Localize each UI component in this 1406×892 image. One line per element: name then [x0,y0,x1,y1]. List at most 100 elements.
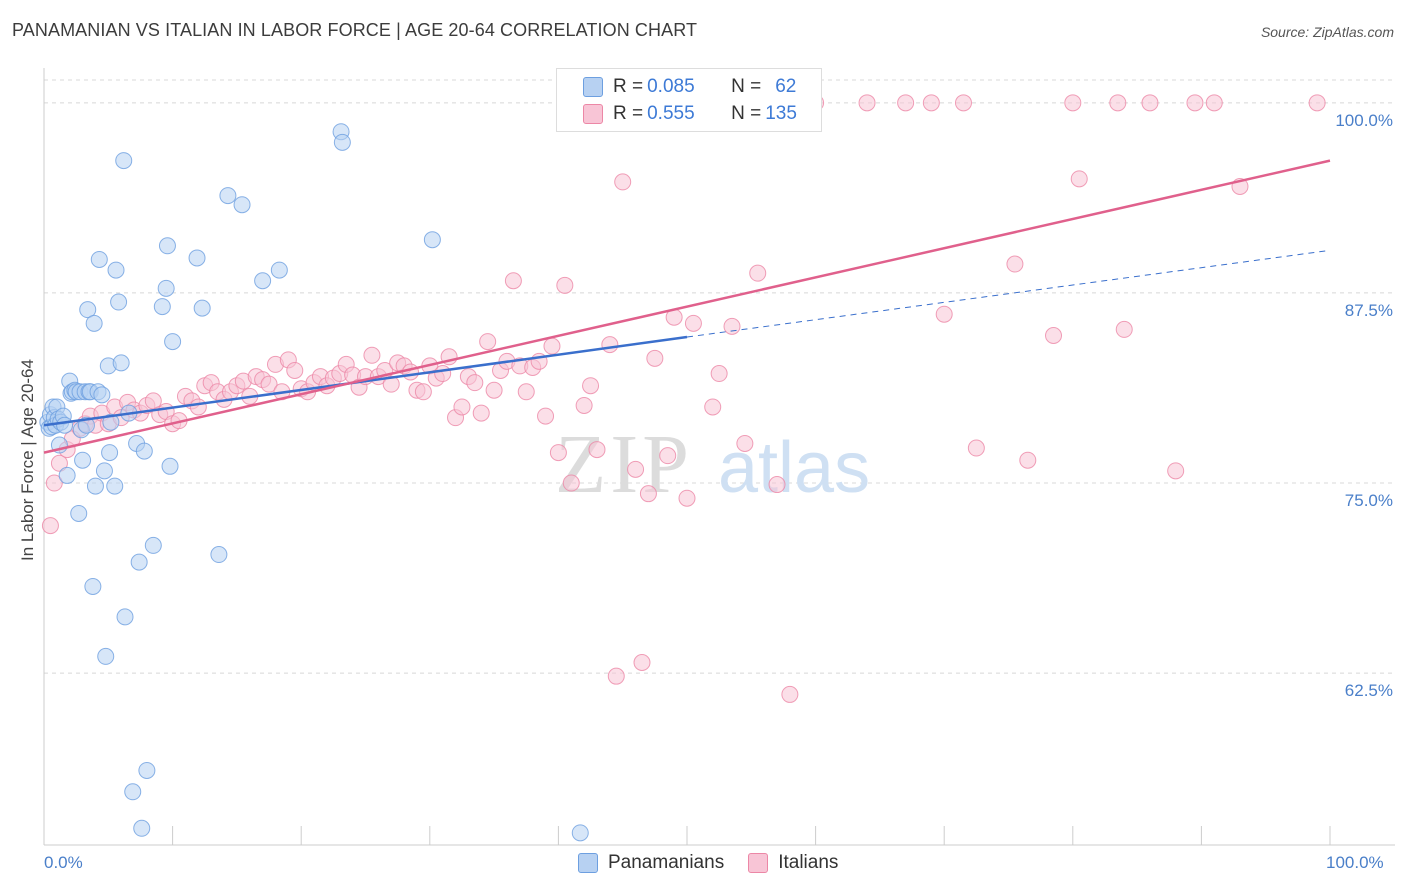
panamanian-point [101,444,119,462]
italian-point [50,454,68,472]
n-value: 135 [765,103,797,124]
panamanian-point [107,261,125,279]
italian-point [472,404,490,422]
italian-point [1006,255,1024,273]
panamanians-swatch [583,77,603,97]
panamanian-point [571,824,589,842]
italian-point [588,441,606,459]
panamanian-point [106,477,124,495]
panamanian-point [153,298,171,316]
italian-point [414,383,432,401]
panamanian-point [133,819,151,837]
panamanian-point [270,261,288,279]
italian-point [1064,94,1082,112]
panamanian-point [86,477,104,495]
italian-point [967,439,985,457]
panamanian-point [112,354,130,372]
legend-label-italians: Italians [778,852,839,873]
panamanian-point [135,442,153,460]
panamanian-point [130,553,148,571]
italian-point [954,94,972,112]
panamanian-point [70,504,88,522]
italian-point [1167,462,1185,480]
italian-point [1186,94,1204,112]
italians-swatch [583,104,603,124]
italian-point [627,460,645,478]
italian-point [286,361,304,379]
panamanian-point [161,457,179,475]
axes [43,68,1395,846]
italian-point [260,375,278,393]
italian-point [549,444,567,462]
italian-point [582,377,600,395]
italian-point [504,272,522,290]
italian-point [144,392,162,410]
legend-item-italians[interactable]: Italians [748,852,838,874]
italian-point [639,485,657,503]
italian-point [935,305,953,323]
italian-point [607,667,625,685]
r-value: 0.555 [647,103,695,124]
y-tick-label: 87.5% [1345,301,1393,320]
italians-trend-line [43,159,1331,454]
panamanian-point [58,466,76,484]
italian-point [659,447,677,465]
stats-box: R = 0.085 N = 62 R = 0.555 N = 135 [556,68,822,132]
panamanian-point [193,299,211,317]
x-tick-label-min: 0.0% [44,853,83,872]
panamanians-legend-swatch [578,853,598,873]
italian-point [633,653,651,671]
italian-point [556,276,574,294]
italians-legend-swatch [748,853,769,873]
watermark: ZIP atlas [555,418,870,511]
italian-point [858,94,876,112]
italian-point [479,333,497,351]
italian-point [614,173,632,191]
panamanians-trend-extension [686,249,1331,338]
panamanian-point [138,761,156,779]
stats-row-italians: R = 0.555 N = 135 [557,102,797,126]
n-label: N = [731,103,762,124]
source-credit: Source: ZipAtlas.com [1260,24,1394,40]
y-tick-labels: 62.5% 75.0% 87.5% 100.0% [1335,111,1393,700]
italian-point [434,365,452,383]
italian-point [710,365,728,383]
italian-point [382,375,400,393]
panamanian-point [124,783,142,801]
italian-point [517,383,535,401]
italian-point [1205,94,1223,112]
panamanians-series [39,123,589,842]
italian-point [749,264,767,282]
panamanian-point [115,152,133,170]
n-value: 62 [775,76,797,97]
italian-point [485,381,503,399]
panamanian-point [423,231,441,249]
legend: Panamanians Italians [578,852,862,874]
panamanian-point [219,187,237,205]
panamanian-point [116,608,134,626]
legend-item-panamanians[interactable]: Panamanians [578,852,724,874]
panamanian-point [85,314,103,332]
chart-title: PANAMANIAN VS ITALIAN IN LABOR FORCE | A… [12,20,698,40]
italian-point [684,314,702,332]
y-tick-label: 100.0% [1335,111,1393,130]
panamanian-point [56,416,74,434]
italian-point [646,349,664,367]
panamanian-point [77,416,95,434]
italian-point [41,517,59,535]
panamanian-point [102,413,120,431]
italian-point [1109,94,1127,112]
panamanian-point [210,546,228,564]
y-tick-label: 62.5% [1345,681,1393,700]
n-label: N = [731,76,762,97]
italian-point [453,398,471,416]
italian-point [466,374,484,392]
italian-point [601,336,619,354]
italian-point [1141,94,1159,112]
italian-point [678,489,696,507]
panamanian-point [164,333,182,351]
italian-point [704,398,722,416]
panamanian-point [84,577,102,595]
panamanian-point [97,647,115,665]
panamanians-trend-line [43,335,688,427]
